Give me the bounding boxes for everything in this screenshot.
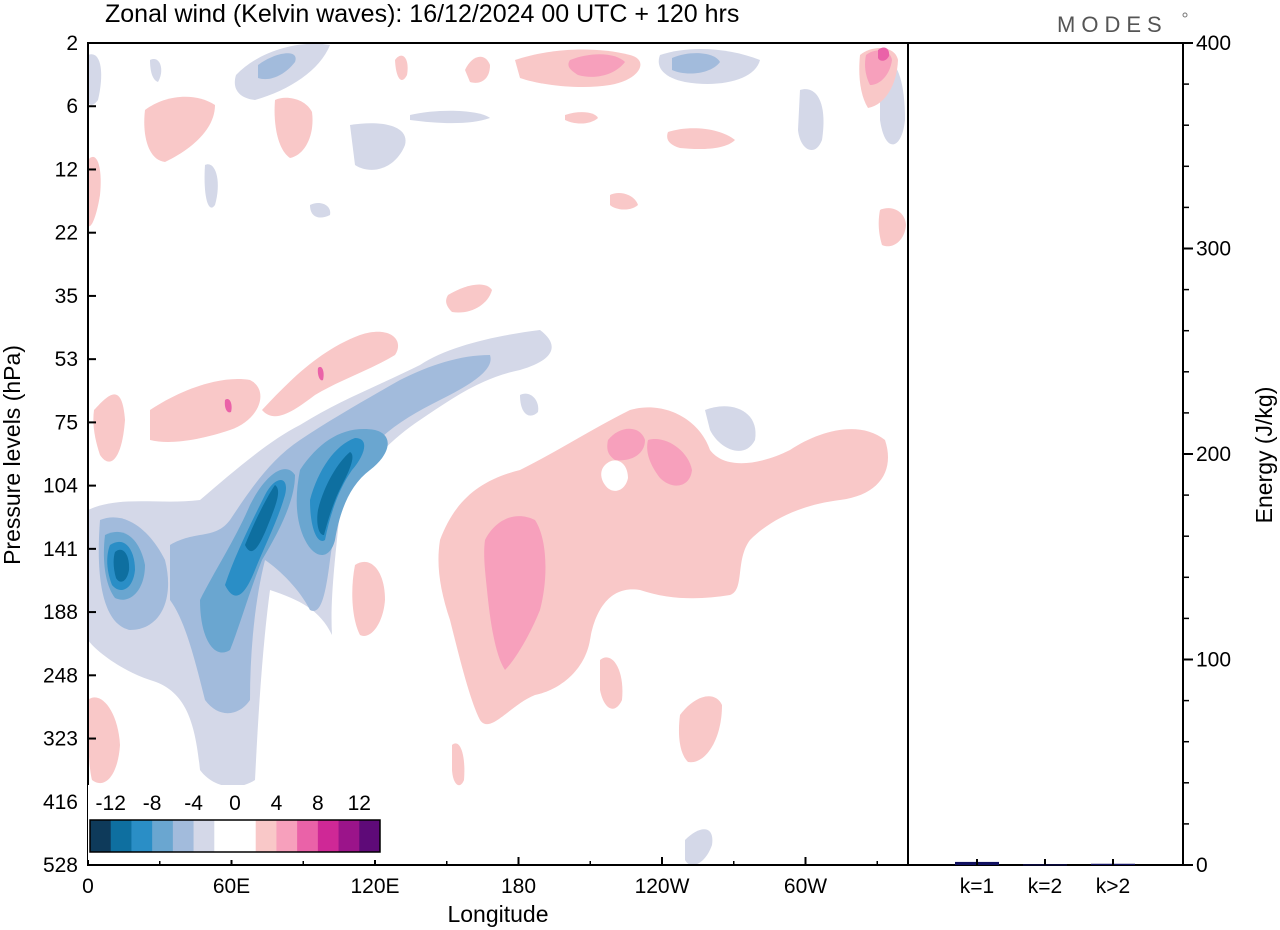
colorbar-swatch bbox=[276, 820, 298, 852]
colorbar-label: -4 bbox=[184, 792, 203, 815]
y-tick-label: 2 bbox=[66, 32, 78, 55]
y-tick-label: 75 bbox=[55, 411, 78, 434]
colorbar-swatch bbox=[338, 820, 360, 852]
plot-frame bbox=[87, 42, 909, 866]
energy-tick-label: 400 bbox=[1196, 32, 1231, 55]
y-tick-label: 6 bbox=[66, 95, 78, 118]
colorbar-label: 4 bbox=[271, 792, 283, 815]
colorbar-label: -12 bbox=[96, 792, 126, 815]
energy-categories: k=1 k=2 k>2 bbox=[960, 859, 1130, 898]
energy-axis: 0 100 200 300 400 bbox=[1183, 32, 1231, 877]
colorbar-swatch bbox=[214, 820, 236, 852]
category-label: k>2 bbox=[1096, 875, 1130, 898]
category-label: k=2 bbox=[1028, 875, 1062, 898]
contour-neg-max bbox=[113, 452, 353, 582]
x-axis: 0 60E 120E 180 120W 60W bbox=[82, 857, 878, 898]
contour-pos-strong bbox=[224, 47, 890, 413]
y-tick-label: 416 bbox=[43, 791, 78, 814]
x-tick-label: 120E bbox=[350, 875, 399, 898]
colorbar-label: 8 bbox=[312, 792, 324, 815]
energy-tick-label: 0 bbox=[1196, 854, 1208, 877]
category-label: k=1 bbox=[960, 875, 994, 898]
colorbar-swatch bbox=[152, 820, 174, 852]
contour-field bbox=[88, 43, 906, 865]
colorbar-label: 12 bbox=[348, 792, 371, 815]
colorbar-swatch bbox=[131, 820, 153, 852]
energy-axis-label: Energy (J/kg) bbox=[1251, 387, 1277, 524]
colorbar-swatch bbox=[193, 820, 215, 852]
x-tick-label: 60E bbox=[213, 875, 250, 898]
y-axis-label: Pressure levels (hPa) bbox=[0, 345, 25, 565]
colorbar-labels: -12 -8 -4 0 4 8 12 bbox=[96, 792, 371, 815]
y-tick-label: 141 bbox=[43, 538, 78, 561]
logo-mark bbox=[1182, 12, 1188, 18]
colorbar-swatch bbox=[255, 820, 277, 852]
x-tick-label: 120W bbox=[635, 875, 690, 898]
colorbar-label: 0 bbox=[229, 792, 241, 815]
energy-tick-label: 300 bbox=[1196, 238, 1231, 261]
y-tick-label: 104 bbox=[43, 475, 78, 498]
y-tick-label: 22 bbox=[55, 222, 78, 245]
logo: MODES bbox=[1057, 12, 1168, 37]
x-tick-label: 180 bbox=[501, 875, 536, 898]
y-tick-label: 35 bbox=[55, 285, 78, 308]
colorbar-swatch bbox=[110, 820, 132, 852]
colorbar-swatch bbox=[359, 820, 381, 852]
y-tick-label: 188 bbox=[43, 601, 78, 624]
energy-tick-label: 200 bbox=[1196, 443, 1231, 466]
colorbar-swatch bbox=[172, 820, 195, 852]
chart-title: Zonal wind (Kelvin waves): 16/12/2024 00… bbox=[105, 0, 739, 28]
x-axis-label: Longitude bbox=[447, 901, 548, 927]
x-tick-label: 0 bbox=[82, 875, 94, 898]
y-tick-label: 528 bbox=[43, 854, 78, 877]
colorbar-swatch bbox=[317, 820, 340, 852]
contour-holes bbox=[601, 460, 628, 491]
colorbar-label: -8 bbox=[143, 792, 162, 815]
colorbar bbox=[89, 819, 381, 853]
colorbar-frame bbox=[89, 819, 381, 853]
energy-tick-label: 100 bbox=[1196, 649, 1231, 672]
y-tick-label: 53 bbox=[55, 348, 78, 371]
contour-neg-mid bbox=[98, 53, 720, 714]
y-tick-label: 323 bbox=[43, 728, 78, 751]
colorbar-swatch bbox=[297, 820, 319, 852]
x-tick-label: 60W bbox=[784, 875, 827, 898]
colorbar-swatch bbox=[235, 820, 257, 852]
y-tick-label: 248 bbox=[43, 664, 78, 687]
contour-pos-mid bbox=[484, 50, 892, 670]
y-axis: 2 6 12 22 35 53 75 104 141 188 248 323 416 528 bbox=[43, 32, 96, 877]
y-tick-label: 12 bbox=[55, 158, 78, 181]
colorbar-swatch bbox=[90, 820, 112, 852]
